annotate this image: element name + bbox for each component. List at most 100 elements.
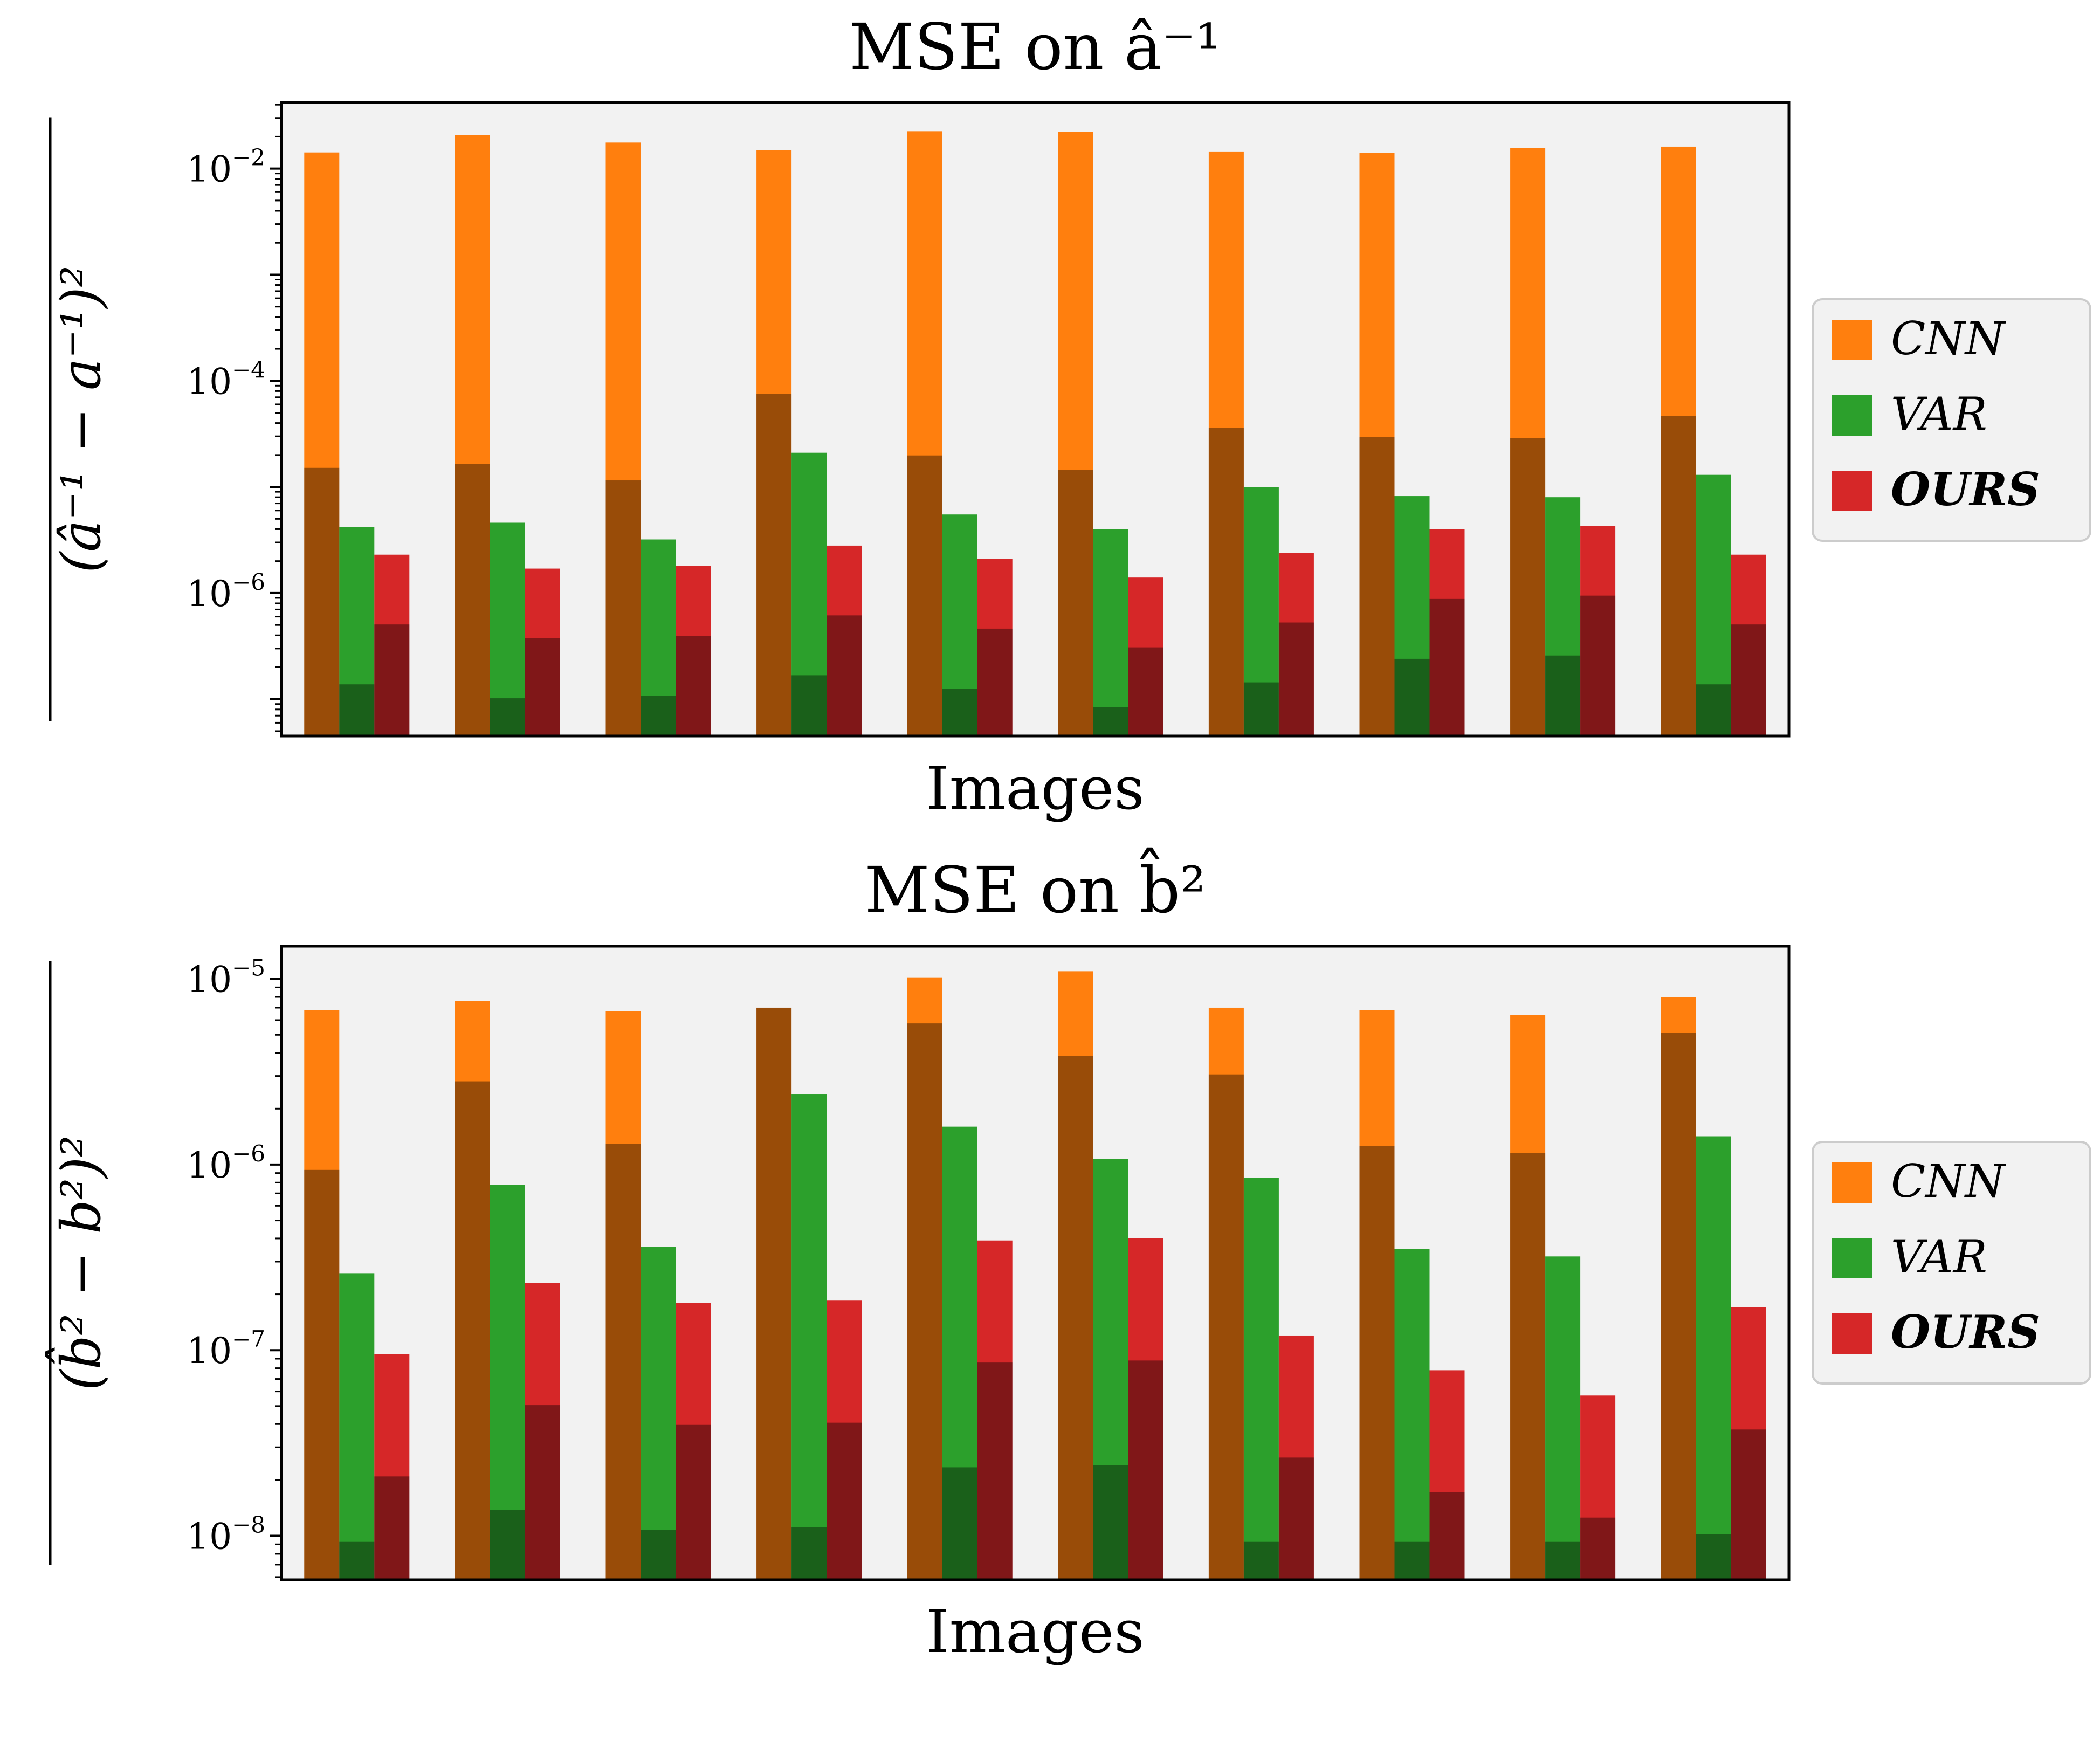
bar-ours (1731, 554, 1766, 736)
bar-shade (605, 1144, 641, 1580)
bar-var (1394, 1249, 1430, 1580)
bar-shade (907, 455, 942, 736)
bar-cnn (304, 1010, 340, 1580)
x-axis-label: Images (926, 754, 1144, 823)
bar-ours (1128, 1238, 1163, 1580)
bar-ours (374, 1354, 410, 1580)
legend: CNN VAR OURS (1812, 1141, 2091, 1385)
bar-shade (1243, 682, 1279, 736)
bar-shade (1128, 1360, 1163, 1580)
legend-label-cnn: CNN (1891, 312, 2006, 365)
legend-swatch-ours (1832, 1313, 1872, 1354)
y-tick-label: 10−2 (187, 144, 265, 190)
bars (304, 131, 1766, 736)
bar-shade (1243, 1541, 1279, 1580)
bar-shade (1278, 1457, 1314, 1580)
bar-var (1243, 1178, 1279, 1580)
bar-shade (641, 696, 676, 736)
bar-cnn (605, 1011, 641, 1580)
bar-cnn (1058, 132, 1093, 736)
bar-shade (455, 463, 490, 736)
bar-var (942, 514, 977, 736)
bar-var (1545, 497, 1581, 736)
legend-swatch-cnn (1832, 320, 1872, 360)
bar-var (1696, 1136, 1731, 1580)
bar-ours (374, 554, 410, 736)
bar-shade (1394, 1541, 1430, 1580)
bar-shade (1208, 1074, 1244, 1580)
bar-ours (1429, 529, 1465, 736)
bar-shade (756, 394, 792, 736)
bar-cnn (907, 131, 942, 736)
legend-label-var: VAR (1891, 1230, 1987, 1283)
legend-label-var: VAR (1891, 388, 1987, 441)
bar-shade (942, 1467, 977, 1580)
bar-ours (977, 559, 1013, 736)
bar-shade (1208, 428, 1244, 736)
legend-box (1812, 298, 2091, 542)
legend-swatch-var (1832, 395, 1872, 436)
bar-var (490, 522, 525, 736)
axes-frame (280, 101, 1791, 738)
chart-1: 10−2 10−4 10−6 MSE on â⁻¹ Images (â⁻¹ − a⁻¹)²… (49, 10, 2091, 823)
chart-title: MSE on b̂² (865, 847, 1206, 927)
y-tick-label: 10−7 (187, 1326, 265, 1372)
bar-var (339, 527, 375, 736)
bar-shade (1545, 655, 1581, 736)
bar-var (339, 1273, 375, 1580)
bar-shade (1359, 1146, 1395, 1580)
bar-var (1243, 487, 1279, 736)
bar-shade (490, 1510, 525, 1580)
bar-cnn (1359, 1010, 1395, 1580)
bar-shade (1058, 1056, 1093, 1580)
bar-cnn (1510, 148, 1546, 736)
bar-var (1093, 1159, 1128, 1580)
legend: CNN VAR OURS (1812, 298, 2091, 542)
bar-var (1696, 474, 1731, 736)
bar-var (791, 1094, 827, 1580)
bar-shade (304, 1169, 340, 1580)
bar-cnn (1510, 1015, 1546, 1580)
y-ticks: 10−5 10−6 10−7 10−8 (187, 955, 281, 1578)
bar-var (490, 1185, 525, 1580)
bar-cnn (1058, 971, 1093, 1580)
bar-ours (1580, 1395, 1616, 1580)
bar-shade (676, 636, 711, 736)
bar-var (1093, 529, 1128, 736)
bar-ours (1278, 553, 1314, 736)
bar-cnn (1208, 1007, 1244, 1580)
bar-var (1545, 1256, 1581, 1580)
bar-shade (525, 1405, 560, 1580)
bar-shade (1394, 658, 1430, 736)
bar-shade (1093, 1465, 1128, 1580)
axes-frame (280, 945, 1791, 1581)
bar-shade (1278, 622, 1314, 736)
bar-shade (1359, 437, 1395, 736)
bar-cnn (907, 977, 942, 1580)
bar-shade (1696, 684, 1731, 736)
bar-shade (791, 675, 827, 736)
bar-var (942, 1126, 977, 1580)
bar-shade (907, 1023, 942, 1580)
chart-2: 10−5 10−6 10−7 10−8 MSE on b̂² Images (b̂² − b… (45, 847, 2091, 1666)
legend-label-ours: OURS (1891, 463, 2040, 516)
bar-cnn (1359, 153, 1395, 736)
bar-shade (1545, 1541, 1581, 1580)
bar-ours (676, 1303, 711, 1580)
bar-shade (791, 1527, 827, 1580)
x-axis-label: Images (926, 1597, 1144, 1666)
bar-cnn (455, 1001, 490, 1580)
y-tick-label: 10−4 (187, 356, 265, 402)
legend-label-ours: OURS (1891, 1305, 2040, 1359)
chart-title: MSE on â⁻¹ (849, 10, 1221, 84)
bar-ours (1128, 577, 1163, 736)
bar-cnn (605, 142, 641, 736)
bar-shade (1731, 1429, 1766, 1580)
bar-ours (676, 566, 711, 736)
bar-cnn (756, 150, 792, 736)
legend-label-cnn: CNN (1891, 1155, 2006, 1208)
bar-shade (339, 1541, 375, 1580)
bar-shade (374, 624, 410, 736)
bar-ours (525, 1283, 560, 1580)
bar-ours (827, 545, 862, 736)
